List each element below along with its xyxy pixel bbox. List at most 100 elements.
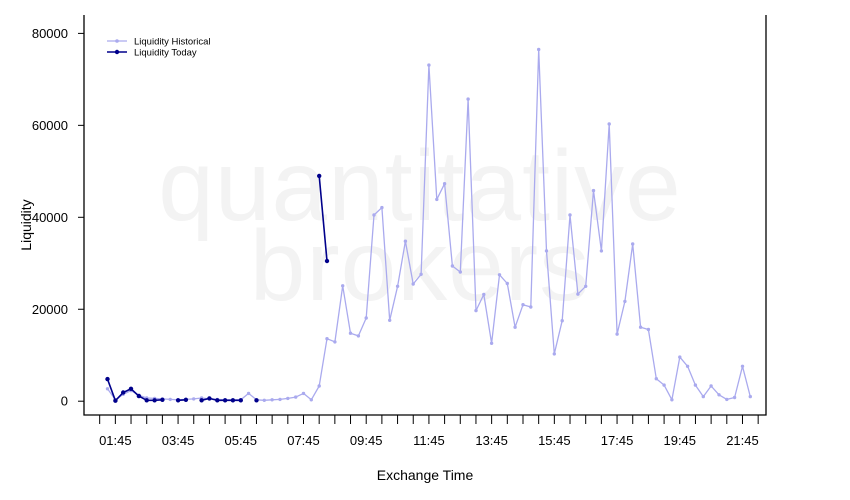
data-point (136, 393, 142, 399)
x-axis: 01:45 03:45 05:45 07:45 09:45 11:45 13:45 15:45… (99, 415, 759, 448)
data-point (685, 364, 690, 368)
data-point (662, 383, 666, 387)
legend-item: Liquidity Today (107, 48, 197, 59)
data-point (638, 325, 643, 329)
y-tick-label: 60000 (32, 118, 68, 133)
data-point (324, 258, 330, 264)
x-tick-label: 19:45 (663, 433, 696, 448)
y-tick-label: 80000 (32, 26, 68, 41)
data-point (576, 292, 580, 296)
x-tick-label: 11:45 (413, 433, 445, 448)
x-tick-label: 13:45 (475, 433, 508, 448)
data-point (466, 97, 470, 101)
data-point (286, 396, 290, 401)
legend-label: Liquidity Today (134, 48, 197, 59)
data-point (725, 397, 729, 402)
data-point (152, 398, 157, 403)
data-point (222, 398, 228, 403)
data-point (599, 249, 604, 253)
watermark-line-1: quantitative (158, 130, 681, 242)
x-axis-title: Exchange Time (377, 467, 474, 483)
data-point (646, 327, 651, 332)
y-tick-label: 20000 (32, 302, 68, 317)
series-layer (105, 47, 752, 403)
data-point (544, 249, 549, 253)
data-point (678, 355, 682, 359)
data-point (607, 122, 611, 126)
data-point (537, 47, 541, 52)
series-historical (105, 47, 752, 402)
data-point (513, 325, 517, 329)
data-point (270, 398, 274, 402)
data-point (183, 397, 189, 402)
data-point (128, 386, 134, 391)
data-point (168, 397, 172, 402)
data-point (380, 205, 384, 210)
data-point (411, 282, 415, 286)
legend-marker (114, 49, 120, 55)
data-point (254, 398, 259, 403)
data-point (192, 397, 196, 401)
data-point (732, 395, 737, 400)
data-point (372, 213, 376, 217)
data-point (356, 334, 361, 338)
data-point (670, 398, 674, 402)
legend-item: Liquidity Historical (107, 37, 211, 48)
data-point (395, 284, 400, 288)
data-point (215, 398, 220, 403)
data-point (435, 197, 439, 202)
data-point (230, 398, 236, 403)
data-point (497, 273, 502, 277)
data-point (388, 318, 392, 322)
data-point (450, 264, 455, 268)
data-point (207, 396, 212, 401)
data-point (309, 398, 313, 402)
data-point (482, 292, 486, 297)
data-point (521, 303, 525, 307)
data-point (278, 397, 282, 402)
data-point (317, 173, 322, 179)
data-point (654, 377, 658, 381)
data-point (701, 394, 705, 399)
x-tick-label: 07:45 (287, 433, 320, 448)
data-point (341, 284, 345, 288)
x-tick-label: 03:45 (162, 433, 195, 448)
data-point (348, 331, 353, 335)
y-axis-title: Liquidity (18, 199, 34, 250)
series-line (318, 175, 328, 262)
data-point (160, 397, 165, 402)
plot-border (83, 15, 767, 416)
x-tick-label: 17:45 (601, 433, 634, 448)
data-point (568, 213, 572, 217)
data-point (458, 270, 462, 274)
data-point (529, 305, 533, 309)
data-point (631, 242, 635, 246)
data-point (505, 281, 509, 286)
data-point (301, 391, 306, 396)
data-point (403, 239, 408, 243)
data-point (748, 394, 752, 399)
x-tick-label: 01:45 (99, 433, 132, 448)
data-point (693, 383, 698, 387)
data-point (584, 284, 588, 288)
data-point (199, 398, 204, 403)
data-point (105, 387, 110, 391)
plot-frame (83, 15, 767, 416)
data-point (709, 384, 713, 388)
data-point (113, 398, 118, 403)
data-point (442, 182, 447, 186)
data-point (325, 337, 329, 341)
data-point (246, 391, 251, 396)
data-point (474, 308, 478, 313)
legend-marker (115, 39, 119, 43)
data-point (615, 332, 619, 336)
data-point (623, 299, 627, 304)
data-point (591, 188, 596, 193)
x-tick-label: 15:45 (538, 433, 571, 448)
data-point (740, 364, 745, 368)
data-point (560, 319, 564, 323)
data-point (427, 63, 431, 67)
data-point (105, 376, 110, 382)
y-tick-label: 40000 (32, 210, 68, 225)
